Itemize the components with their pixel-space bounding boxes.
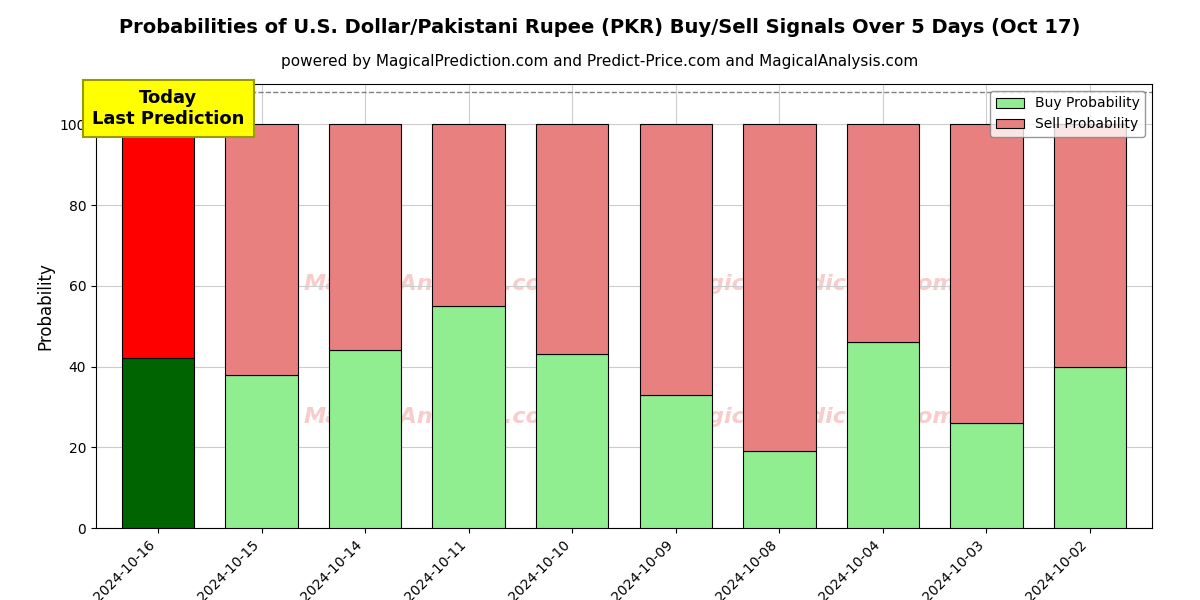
Bar <box>743 124 816 451</box>
Bar <box>1054 367 1126 528</box>
Bar <box>226 124 298 374</box>
Bar <box>846 343 919 528</box>
Text: Today
Last Prediction: Today Last Prediction <box>92 89 245 128</box>
Text: MagicalPrediction.com: MagicalPrediction.com <box>672 407 956 427</box>
Bar <box>432 306 505 528</box>
Bar <box>743 451 816 528</box>
Bar <box>640 124 712 395</box>
Bar <box>226 374 298 528</box>
Bar <box>329 124 402 350</box>
Bar <box>536 355 608 528</box>
Bar <box>536 124 608 355</box>
Bar <box>950 124 1022 423</box>
Text: powered by MagicalPrediction.com and Predict-Price.com and MagicalAnalysis.com: powered by MagicalPrediction.com and Pre… <box>281 54 919 69</box>
Bar <box>640 395 712 528</box>
Bar <box>329 350 402 528</box>
Bar <box>1054 124 1126 367</box>
Bar <box>950 423 1022 528</box>
Legend: Buy Probability, Sell Probability: Buy Probability, Sell Probability <box>990 91 1145 137</box>
Bar <box>122 358 194 528</box>
Bar <box>846 124 919 343</box>
Bar <box>432 124 505 306</box>
Y-axis label: Probability: Probability <box>36 262 54 350</box>
Text: MagicalPrediction.com: MagicalPrediction.com <box>672 274 956 294</box>
Text: MagicalAnalysis.com: MagicalAnalysis.com <box>304 407 564 427</box>
Text: Probabilities of U.S. Dollar/Pakistani Rupee (PKR) Buy/Sell Signals Over 5 Days : Probabilities of U.S. Dollar/Pakistani R… <box>119 18 1081 37</box>
Text: MagicalAnalysis.com: MagicalAnalysis.com <box>304 274 564 294</box>
Bar <box>122 124 194 358</box>
